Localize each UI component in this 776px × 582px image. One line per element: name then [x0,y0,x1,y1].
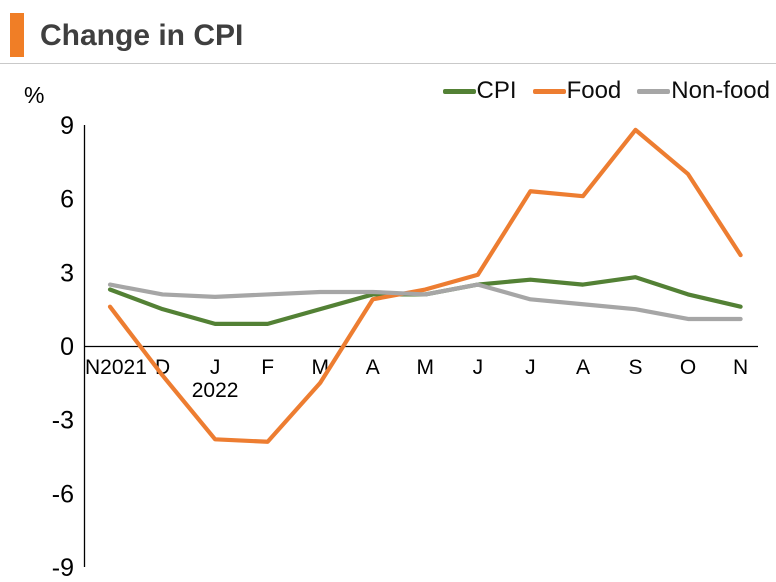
chart-legend: CPI Food Non-food [442,77,770,105]
y-tick-label: 6 [60,186,74,214]
x-tick-label: J [473,356,484,379]
legend-swatch-food [532,88,566,94]
x-tick-label: F [261,356,274,379]
page-title: Change in CPI [40,19,244,52]
x-tick-label: N [733,356,748,379]
x-tick-label: N2021 [85,356,147,379]
x-axis-year-sublabel: 2022 [192,379,239,402]
series-line-non-food [107,282,743,322]
title-accent-bar [10,13,24,57]
x-tick-label: O [680,356,696,379]
y-tick-label: 0 [60,333,74,361]
y-tick-label: -3 [52,407,74,435]
x-tick-label: A [576,356,590,379]
y-tick-label: 3 [60,259,74,287]
legend-swatch-cpi [442,88,476,94]
legend-item-nonfood: Non-food [637,77,770,105]
legend-swatch-nonfood [637,88,671,94]
legend-label-nonfood: Non-food [671,77,770,104]
x-tick-label: J [525,356,536,379]
x-tick-label: M [417,356,435,379]
x-tick-label: S [628,356,642,379]
y-tick-label: -9 [52,554,74,582]
y-tick-label: 9 [60,112,74,140]
x-tick-label: A [366,356,380,379]
series-line-cpi [107,275,743,326]
legend-item-food: Food [532,77,622,105]
series-line-food [107,127,743,444]
legend-item-cpi: CPI [442,77,517,105]
header-divider [0,63,776,64]
y-axis-unit-label: % [24,82,45,108]
x-tick-label: J [210,356,221,379]
legend-label-food: Food [566,77,622,104]
chart-header: Change in CPI [0,0,776,63]
legend-label-cpi: CPI [476,77,517,104]
y-tick-label: -6 [52,480,74,508]
